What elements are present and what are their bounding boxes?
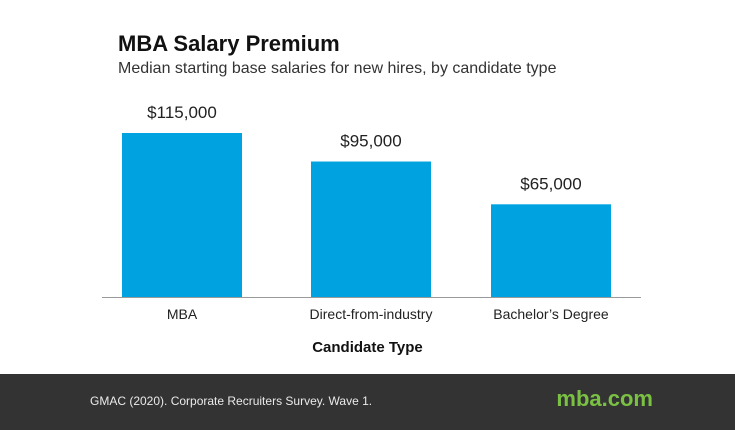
category-label: MBA bbox=[167, 306, 198, 322]
bar bbox=[122, 133, 242, 297]
source-citation: GMAC (2020). Corporate Recruiters Survey… bbox=[90, 394, 373, 408]
chart-title: MBA Salary Premium bbox=[118, 31, 340, 56]
bar-value-label: $115,000 bbox=[147, 103, 217, 122]
bar-value-label: $95,000 bbox=[340, 132, 401, 151]
bar-value-label: $65,000 bbox=[520, 174, 581, 193]
bar bbox=[491, 204, 611, 297]
category-label: Bachelor’s Degree bbox=[493, 306, 609, 322]
footer: GMAC (2020). Corporate Recruiters Survey… bbox=[0, 374, 735, 430]
category-label: Direct-from-industry bbox=[310, 306, 433, 322]
x-axis-title: Candidate Type bbox=[312, 339, 423, 356]
bar bbox=[311, 161, 431, 297]
bar-chart: $115,000 MBA $95,000 Direct-from-industry $6… bbox=[102, 103, 641, 322]
chart-subtitle: Median starting base salaries for new hi… bbox=[118, 60, 557, 77]
brand-logo[interactable]: mba.com bbox=[556, 386, 653, 411]
